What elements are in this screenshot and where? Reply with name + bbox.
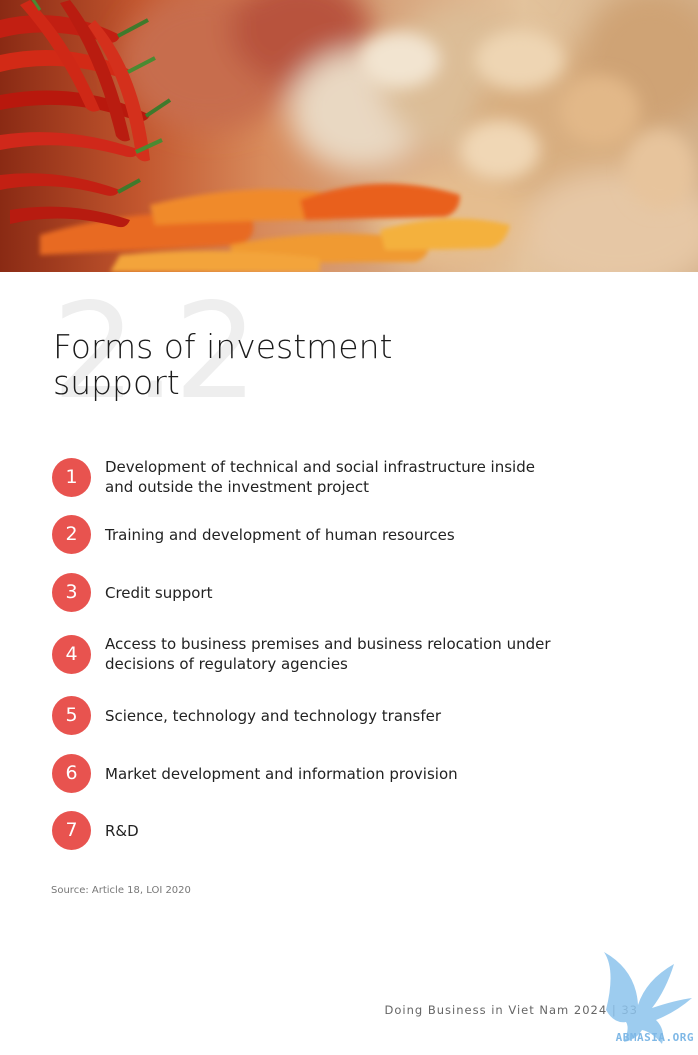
page-title-line-1: Forms of investment <box>53 327 393 366</box>
number-badge: 3 <box>52 573 91 612</box>
list-item: 7 R&D <box>52 811 612 850</box>
list-item-text: Market development and information provi… <box>105 764 458 784</box>
watermark-text: ABMASIA.ORG <box>615 1031 694 1044</box>
list-item-text: R&D <box>105 821 139 841</box>
list-item-text: Science, technology and technology trans… <box>105 706 441 726</box>
peppers-ginger-illustration <box>0 0 698 272</box>
list-item-text: Development of technical and social infr… <box>105 457 535 497</box>
blue-bird-logo-icon <box>604 952 692 1044</box>
list-item: 4 Access to business premises and busine… <box>52 634 612 674</box>
list-item-text-line-1: Credit support <box>105 583 213 602</box>
list-item-text-line-2: and outside the investment project <box>105 478 369 496</box>
list-item-text: Access to business premises and business… <box>105 634 551 674</box>
source-note: Source: Article 18, LOI 2020 <box>51 885 191 896</box>
number-badge: 7 <box>52 811 91 850</box>
list-item: 6 Market development and information pro… <box>52 754 612 793</box>
number-badge: 6 <box>52 754 91 793</box>
list-item-text-line-1: Development of technical and social infr… <box>105 458 535 476</box>
list-item: 2 Training and development of human reso… <box>52 515 612 554</box>
section-number: 2.2 <box>52 275 258 429</box>
page-footer: Doing Business in Viet Nam 2024 | 33 <box>384 1003 638 1017</box>
number-badge: 1 <box>52 457 91 497</box>
list-item-text-line-1: Access to business premises and business… <box>105 635 551 653</box>
hero-photo <box>0 0 698 272</box>
number-badge: 5 <box>52 696 91 735</box>
number-badge: 4 <box>52 634 91 674</box>
list-item: 5 Science, technology and technology tra… <box>52 696 612 735</box>
list-item-text: Training and development of human resour… <box>105 525 455 545</box>
page-title-line-2: support <box>53 363 180 402</box>
list-item: 3 Credit support <box>52 573 612 612</box>
page-title: Forms of investment support <box>53 329 473 401</box>
list-item-text-line-1: Science, technology and technology trans… <box>105 706 442 725</box>
list-item-text-line-1: Market development and information provi… <box>105 764 458 783</box>
list-item: 1 Development of technical and social in… <box>52 457 612 497</box>
list-item-text-line-1: R&D <box>105 821 139 840</box>
list-item-text-line-2: decisions of regulatory agencies <box>105 655 348 673</box>
list-item-text: Credit support <box>105 583 212 603</box>
list-item-text-line-1: Training and development of human resour… <box>105 525 455 544</box>
number-badge: 2 <box>52 515 91 554</box>
